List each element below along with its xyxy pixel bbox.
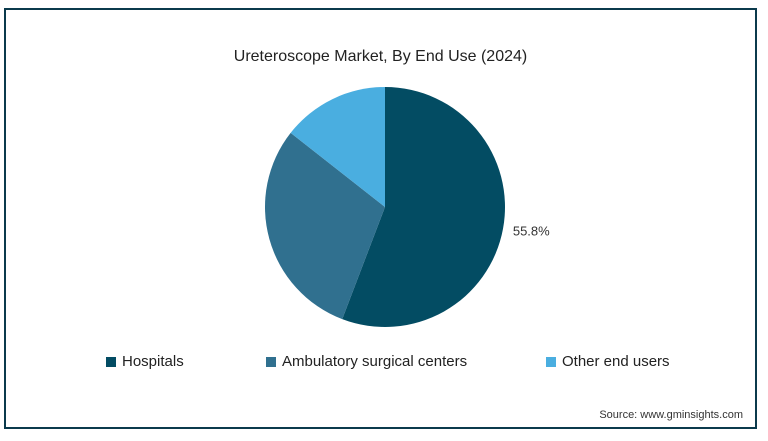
source-note: Source: www.gminsights.com [599, 409, 743, 421]
chart-frame: Ureteroscope Market, By End Use (2024) 5… [4, 8, 757, 429]
data-label-hospitals: 55.8% [513, 224, 550, 239]
pie-slice-ambulatory-surgical-centers [265, 132, 385, 320]
legend-label-ambulatory-surgical-centers: Ambulatory surgical centers [282, 353, 468, 370]
chart-title: Ureteroscope Market, By End Use (2024) [233, 48, 528, 65]
legend-item-other-end-users: Other end users [546, 353, 670, 370]
legend-label-other-end-users: Other end users [562, 353, 670, 370]
legend-label-hospitals: Hospitals [122, 353, 184, 370]
pie-slice-other-end-users [290, 87, 385, 207]
legend-item-ambulatory-surgical-centers: Ambulatory surgical centers [266, 353, 467, 370]
legend: Hospitals Ambulatory surgical centers Ot… [6, 353, 755, 373]
legend-item-hospitals: Hospitals [106, 353, 184, 370]
pie-slice-hospitals [342, 87, 505, 327]
legend-swatch-ambulatory-surgical-centers [266, 356, 276, 367]
pie-chart: 55.8% [265, 87, 550, 327]
legend-swatch-hospitals [106, 356, 116, 367]
legend-swatch-other-end-users [546, 356, 556, 367]
